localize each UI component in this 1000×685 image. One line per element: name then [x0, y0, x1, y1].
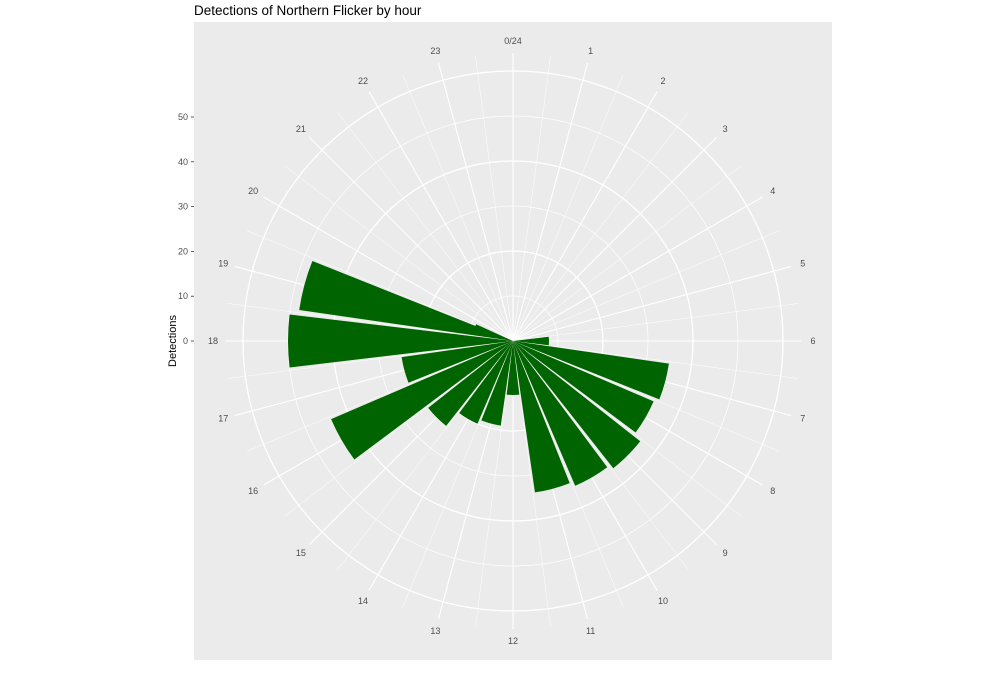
hour-label: 17 [218, 414, 228, 424]
grid-radial [475, 340, 514, 627]
hour-label: 11 [586, 626, 595, 636]
y-tick-label: 10 [178, 291, 188, 301]
bar-hour-10 [513, 341, 608, 486]
grid-radial [512, 91, 658, 342]
grid-radial [437, 62, 514, 342]
grid-radial [368, 91, 514, 342]
grid-radial [512, 62, 589, 342]
bar-layer [288, 260, 669, 493]
grid-radial [512, 136, 718, 342]
bar-hour-17 [401, 341, 513, 383]
hour-label: 22 [358, 76, 368, 86]
grid-radial [512, 340, 551, 627]
grid-radial [512, 196, 763, 342]
hour-label: 21 [296, 124, 306, 134]
grid-radial [246, 230, 514, 342]
hour-label: 7 [800, 414, 805, 424]
hour-label: 16 [248, 486, 258, 496]
grid-radial [512, 230, 780, 342]
hour-label: 23 [430, 46, 440, 56]
bar-hour-12 [506, 341, 520, 396]
grid-radial [512, 55, 551, 342]
grid-radial [337, 340, 514, 570]
bar-hour-9 [513, 341, 641, 469]
y-axis: 0 10 20 30 40 50 [178, 112, 194, 346]
y-tick-label: 0 [183, 336, 188, 346]
hour-label: 18 [208, 336, 218, 346]
bar-hour-19 [299, 260, 513, 341]
hour-label: 19 [218, 258, 228, 268]
hour-label: 10 [658, 596, 668, 606]
grid-radial [512, 165, 742, 342]
hour-label: 9 [723, 548, 728, 558]
grid-radial [475, 55, 514, 342]
grid-radial [402, 340, 514, 608]
grid-radial [512, 340, 624, 608]
bar-hour-11 [513, 341, 570, 493]
bar-hour-7 [513, 341, 669, 400]
grid-radial [308, 136, 514, 342]
bar-small-offset [474, 324, 513, 341]
chart-title: Detections of Northern Flicker by hour [194, 3, 422, 18]
hour-label: 2 [660, 76, 665, 86]
y-tick-label: 40 [178, 157, 188, 167]
hour-label: 5 [800, 258, 805, 268]
hour-label: 6 [810, 336, 815, 346]
hour-label: 3 [723, 124, 728, 134]
bar-hour-15 [428, 341, 513, 426]
grid-radial [284, 165, 514, 342]
bar-hour-13 [481, 341, 513, 426]
hour-label: 15 [296, 548, 306, 558]
bar-hour-6 [513, 336, 549, 346]
bar-hour-16 [331, 341, 513, 460]
y-tick-label: 20 [178, 246, 188, 256]
grid-radial [337, 112, 514, 342]
y-tick-label: 50 [178, 112, 188, 122]
grid-radial [512, 303, 799, 342]
grid-radial [246, 340, 514, 452]
grid-radial [512, 265, 792, 342]
grid-radial [512, 340, 689, 570]
grid-radial [512, 74, 624, 342]
hour-label: 4 [770, 186, 775, 196]
hour-label: 0/24 [504, 36, 522, 46]
grid-radial [512, 340, 742, 517]
grid-radial [263, 196, 514, 342]
hour-label: 8 [770, 486, 775, 496]
hour-label: 20 [248, 186, 258, 196]
hour-label: 1 [588, 46, 593, 56]
bar-hour-18 [288, 314, 513, 368]
grid-radial [512, 112, 689, 342]
grid-radial [284, 340, 514, 517]
y-axis-title: Detections [167, 315, 179, 367]
hour-label: 14 [358, 596, 368, 606]
grid-radial [512, 340, 799, 379]
bar-hour-8 [513, 341, 654, 433]
hour-labels: 0/24123456789101112131415161718192021222… [208, 36, 816, 646]
hour-label: 13 [430, 626, 440, 636]
bar-hour-14 [459, 341, 513, 424]
y-tick-label: 30 [178, 202, 188, 212]
hour-label: 12 [508, 636, 518, 646]
grid-radial [512, 340, 780, 452]
grid-radial [227, 340, 514, 379]
grid-radial [402, 74, 514, 342]
grid-radial [227, 303, 514, 342]
